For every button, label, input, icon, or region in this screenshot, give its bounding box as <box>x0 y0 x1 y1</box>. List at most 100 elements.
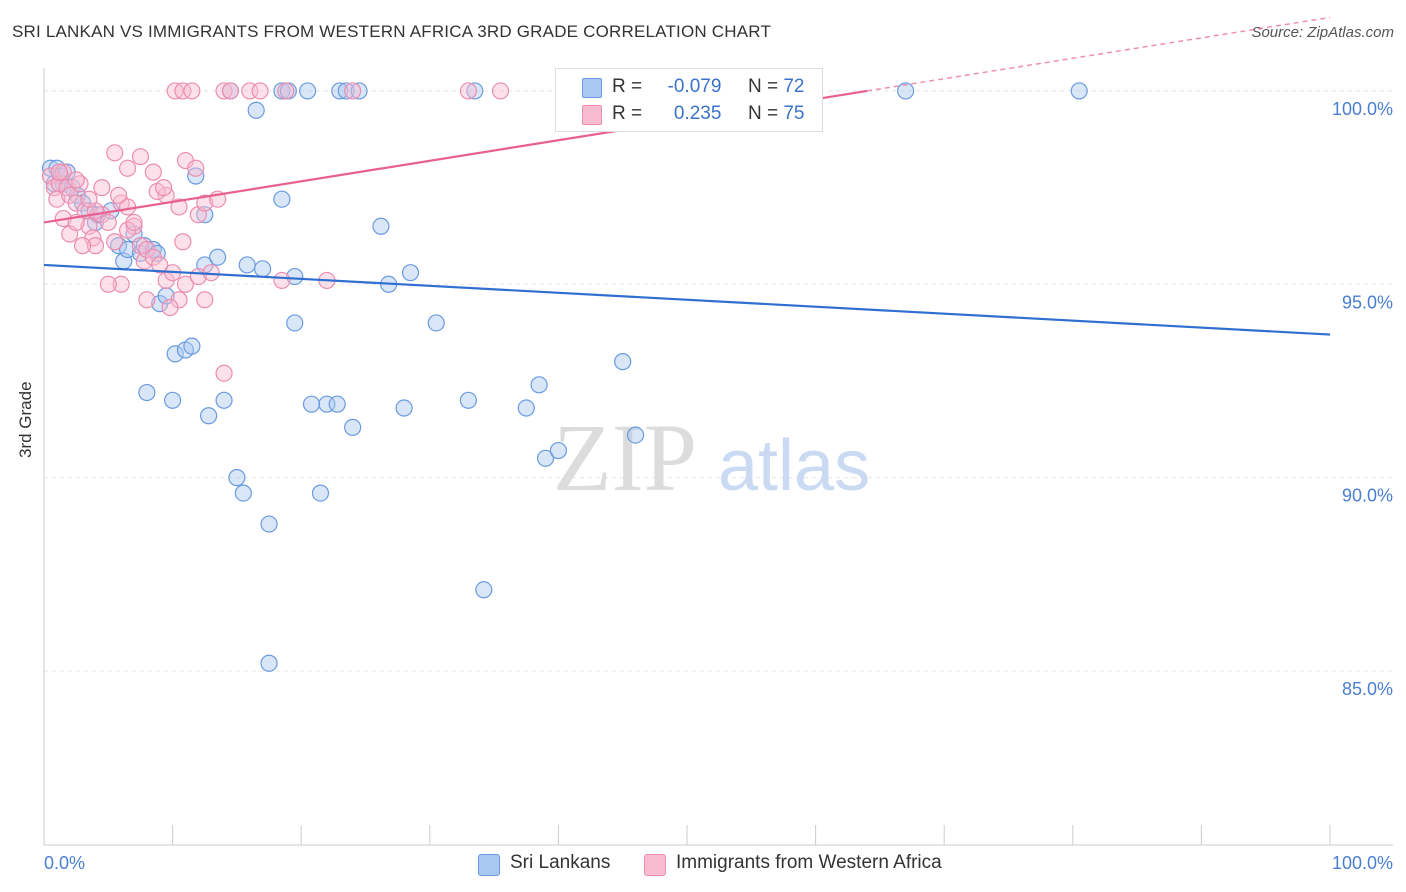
point-sri-lankans <box>536 449 555 467</box>
grid-lines <box>44 90 1393 672</box>
bottom-legend-swatch-pink <box>644 854 666 876</box>
stats-legend: R = -0.079 N = 72 R = 0.235 N = 75 <box>555 68 823 132</box>
point-sri-lankans <box>234 484 252 502</box>
point-sri-lankans <box>299 82 317 100</box>
point-sri-lankans <box>337 82 355 100</box>
point-western-africa <box>196 194 214 212</box>
point-sri-lankans <box>238 256 256 274</box>
point-western-africa <box>131 148 150 166</box>
point-sri-lankans <box>311 484 330 502</box>
axes <box>43 68 1393 846</box>
point-western-africa <box>174 233 192 251</box>
point-sri-lankans <box>344 418 362 436</box>
bottom-legend-label: Immigrants from Western Africa <box>676 852 942 873</box>
trend-line-sri-lankans <box>43 263 1331 336</box>
point-sri-lankans <box>466 82 484 100</box>
point-sri-lankans <box>331 82 349 100</box>
point-western-africa <box>183 82 201 100</box>
point-western-africa <box>106 233 124 251</box>
point-sri-lankans <box>200 407 218 425</box>
point-western-africa <box>138 291 156 309</box>
point-western-africa <box>273 271 291 290</box>
point-sri-lankans <box>164 391 182 409</box>
point-western-africa <box>118 159 137 177</box>
point-western-africa <box>112 275 130 293</box>
point-western-africa <box>196 291 214 309</box>
point-western-africa <box>161 298 179 317</box>
y-tick-label: 85.0% <box>1342 679 1393 699</box>
source-label: Source: ZipAtlas.com <box>1251 24 1394 41</box>
point-sri-lankans <box>273 190 291 208</box>
point-sri-lankans <box>247 101 265 119</box>
watermark-zip: ZIP <box>553 404 697 511</box>
point-sri-lankans <box>427 314 445 332</box>
y-tick-label: 90.0% <box>1342 486 1393 506</box>
point-western-africa <box>170 198 188 216</box>
point-sri-lankans <box>228 469 246 487</box>
point-western-africa <box>93 179 111 197</box>
point-sri-lankans <box>138 383 156 402</box>
y-tick-label: 95.0% <box>1342 292 1393 312</box>
point-western-africa <box>251 82 269 100</box>
legend-n-value: 72 <box>783 76 805 97</box>
point-western-africa <box>459 82 477 100</box>
point-sri-lankans <box>475 581 493 599</box>
point-sri-lankans <box>183 337 201 355</box>
point-sri-lankans <box>401 264 420 282</box>
point-sri-lankans <box>260 654 278 672</box>
x-tick-label-min: 0.0% <box>44 853 85 873</box>
point-western-africa <box>67 171 85 189</box>
trend-lines <box>43 16 1331 336</box>
y-tick-labels: 100.0% 95.0% 90.0% 85.0% <box>1332 99 1393 699</box>
x-tick-label-max: 100.0% <box>1332 853 1393 873</box>
point-western-africa <box>48 190 66 208</box>
point-sri-lankans <box>530 376 548 394</box>
point-sri-lankans <box>254 260 272 278</box>
point-sri-lankans <box>273 82 291 100</box>
point-western-africa <box>491 82 510 100</box>
point-sri-lankans <box>1070 82 1088 100</box>
point-western-africa <box>125 213 143 232</box>
point-sri-lankans <box>260 515 278 533</box>
point-western-africa <box>176 275 195 293</box>
point-western-africa <box>106 144 124 162</box>
point-sri-lankans <box>350 82 368 100</box>
watermark-atlas: atlas <box>718 426 870 506</box>
legend-r-label: R = <box>612 103 643 124</box>
point-western-africa <box>151 256 169 274</box>
point-sri-lankans <box>166 345 184 363</box>
point-sri-lankans <box>328 395 346 413</box>
point-western-africa <box>215 82 233 100</box>
point-western-africa <box>154 179 173 197</box>
point-sri-lankans <box>118 240 137 259</box>
point-western-africa <box>99 213 117 232</box>
trend-line-western-africa-extension <box>866 16 1331 92</box>
point-western-africa <box>80 190 98 208</box>
point-western-africa <box>215 364 233 382</box>
point-western-africa <box>86 237 105 255</box>
point-western-africa <box>50 163 69 181</box>
legend-r-value: -0.079 <box>667 76 722 97</box>
point-sri-lankans <box>897 82 915 100</box>
legend-n-value: 75 <box>783 103 805 124</box>
point-western-africa <box>344 82 362 100</box>
point-western-africa <box>221 82 240 100</box>
point-sri-lankans <box>549 441 568 460</box>
data-points <box>41 82 1088 672</box>
bottom-legend-swatch-blue <box>478 854 500 876</box>
legend-swatch-blue <box>582 78 602 98</box>
chart-title: SRI LANKAN VS IMMIGRANTS FROM WESTERN AF… <box>12 22 772 41</box>
legend-n-label: N = <box>747 76 779 97</box>
point-sri-lankans <box>395 399 413 417</box>
point-western-africa <box>99 275 117 293</box>
point-sri-lankans <box>286 267 304 286</box>
legend-n-label: N = <box>747 103 779 124</box>
legend-r-label: R = <box>612 76 643 97</box>
point-sri-lankans <box>209 248 227 266</box>
bottom-legend-label: Sri Lankans <box>510 852 611 873</box>
point-western-africa <box>109 186 128 204</box>
legend-swatch-pink <box>582 105 602 125</box>
legend-r-value: 0.235 <box>673 103 722 124</box>
point-sri-lankans <box>372 217 390 235</box>
